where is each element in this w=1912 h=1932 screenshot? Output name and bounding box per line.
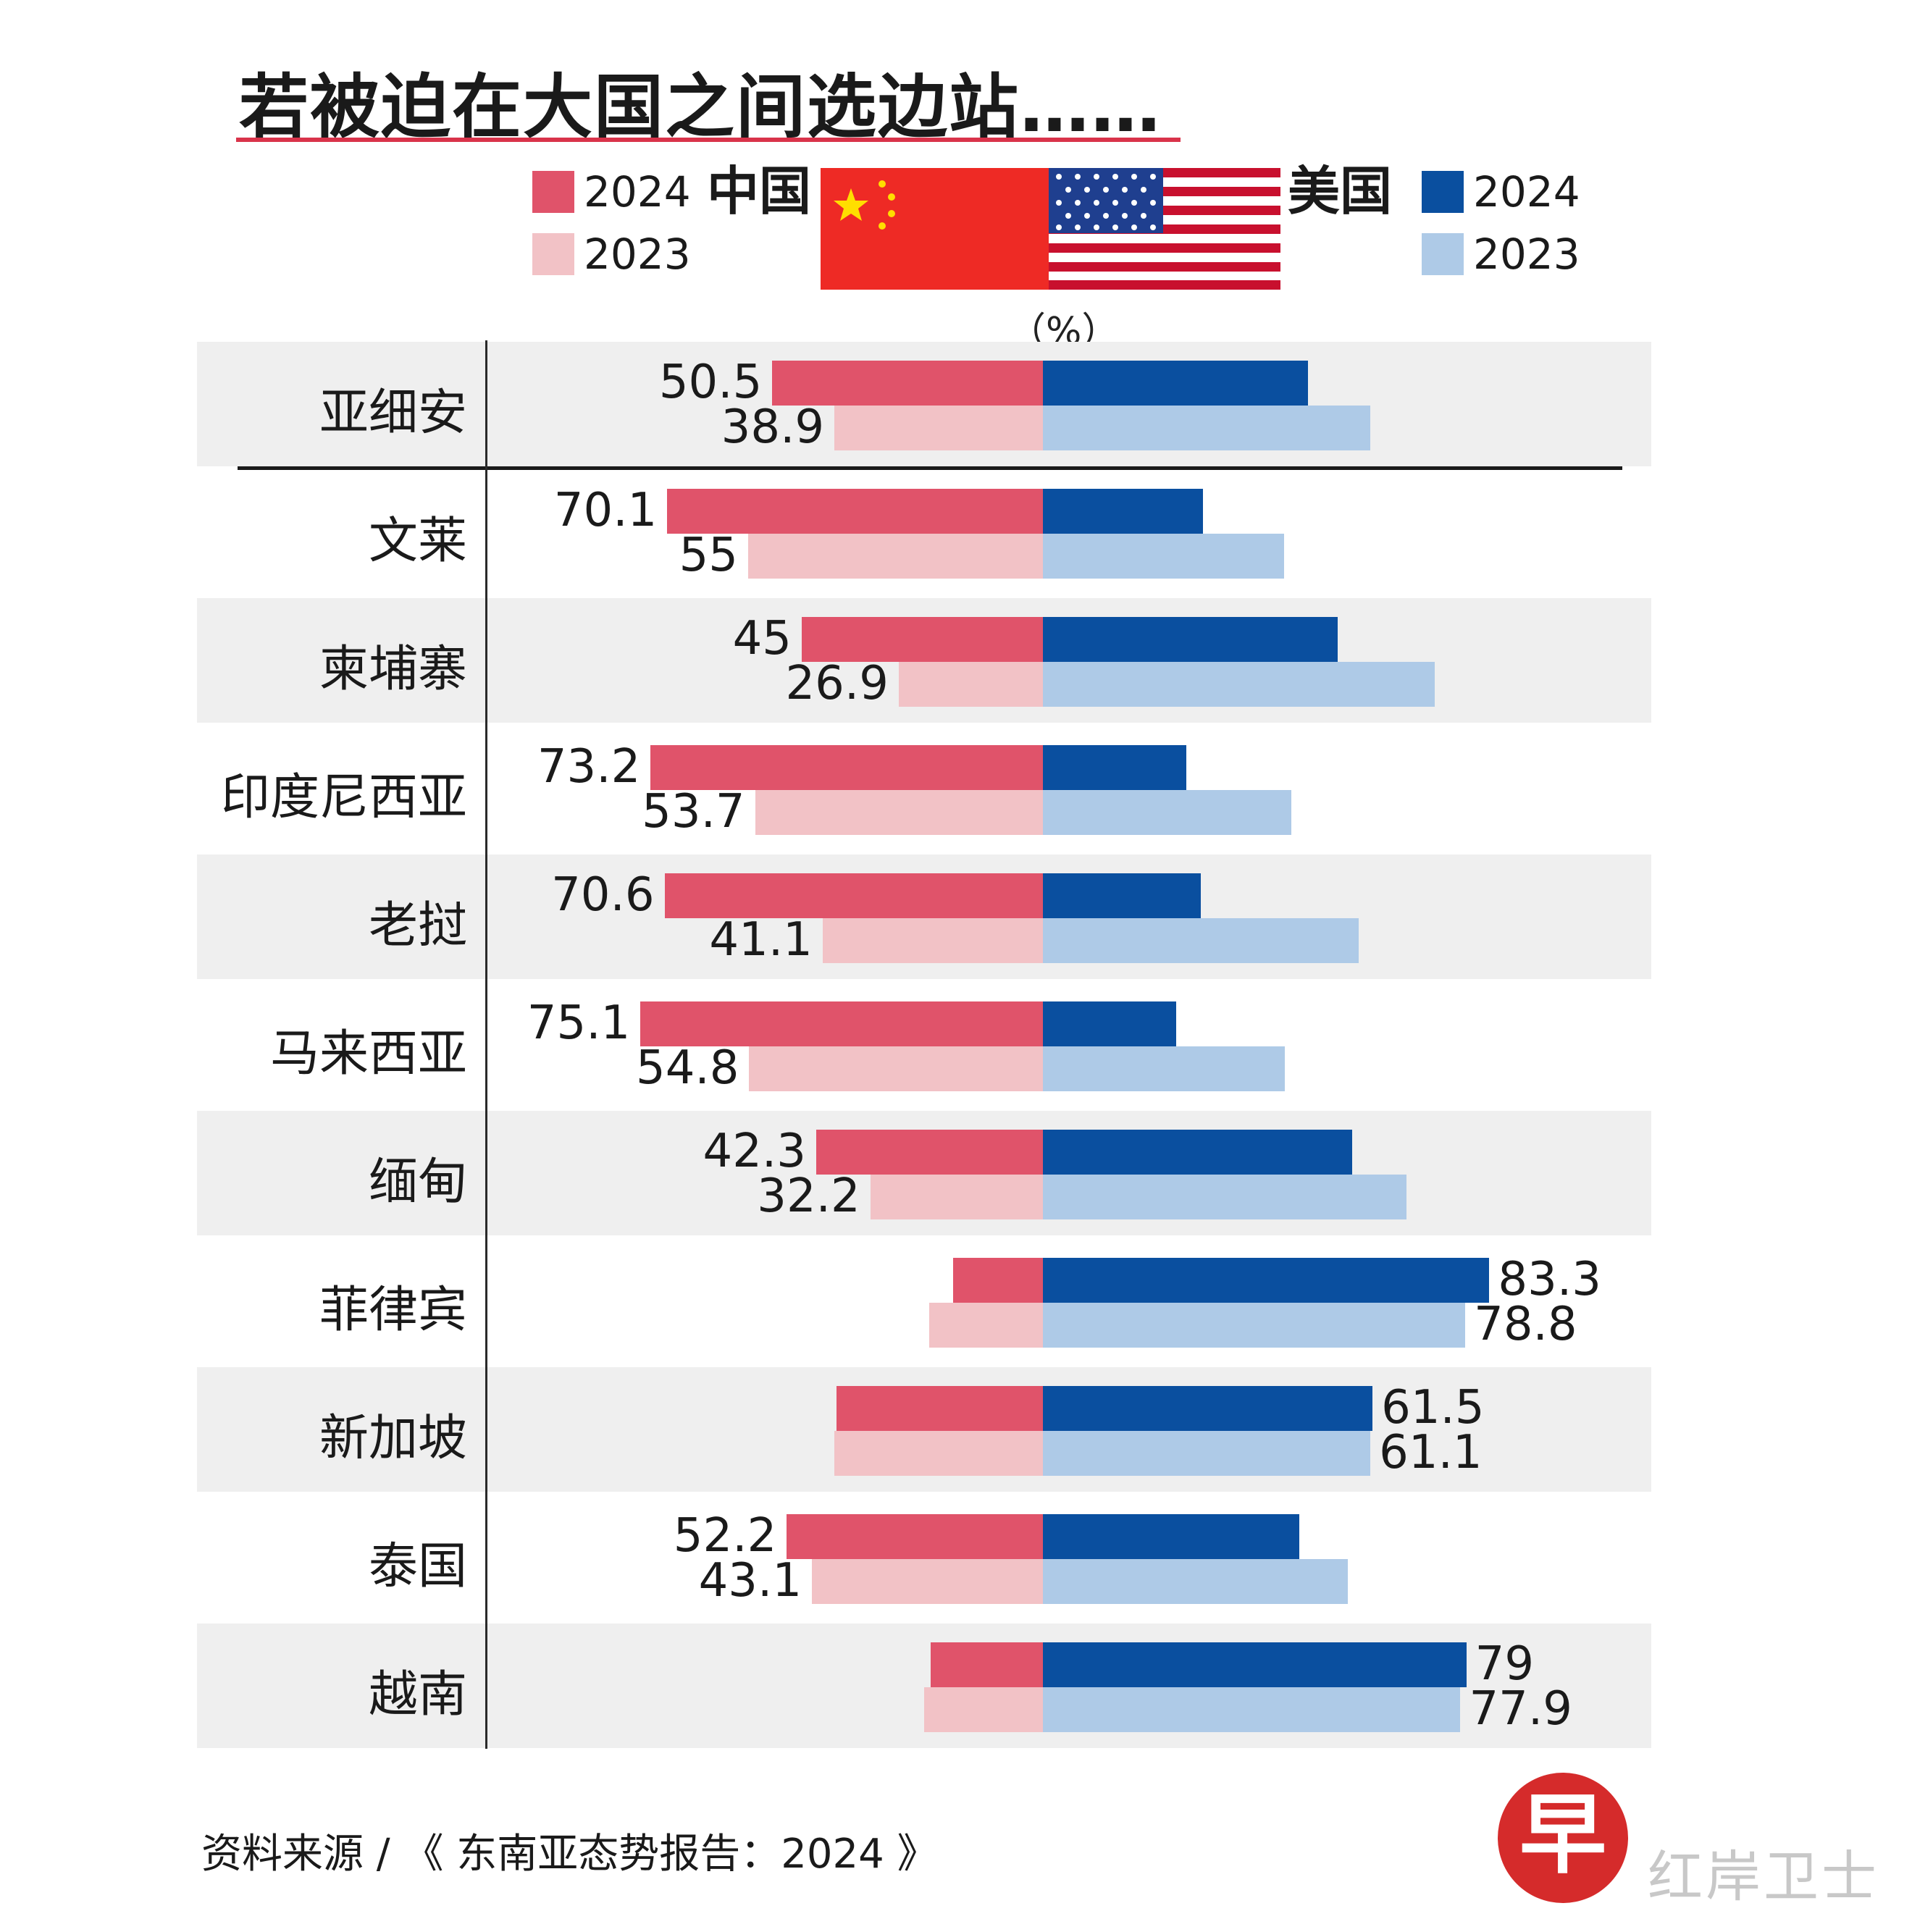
value-label-china-2023: 55 (679, 529, 738, 582)
bar-china-2024 (815, 1130, 1043, 1175)
bar-us-2023 (1043, 1431, 1371, 1476)
value-label-china-2024: 52.2 (673, 1509, 777, 1563)
row-label: 马来西亚 (269, 1025, 467, 1083)
china-flag-icon (821, 168, 1049, 290)
bar-china-2024 (930, 1642, 1043, 1687)
bar-us-2023 (1043, 1687, 1461, 1732)
row-label: 新加坡 (319, 1410, 467, 1467)
bar-us-2024 (1043, 1258, 1490, 1303)
legend-name-us: 美国 (1288, 161, 1393, 222)
bar-china-2023 (834, 406, 1043, 450)
value-label-us-2023: 61.1 (1379, 1426, 1483, 1479)
bar-china-2023 (834, 1431, 1043, 1476)
row-label: 老挝 (368, 897, 467, 954)
bar-china-2024 (953, 1258, 1043, 1303)
value-label-us-2024: 83.3 (1498, 1253, 1601, 1306)
value-label-us-2024: 61.5 (1381, 1381, 1485, 1435)
value-label-china-2023: 43.1 (698, 1554, 802, 1608)
source-note: 资料来源 / 《 东南亚态势报告：2024 》 (201, 1831, 938, 1878)
logo-char: 早 (1519, 1785, 1606, 1886)
bar-us-2024 (1043, 1514, 1299, 1559)
row-label: 菲律宾 (319, 1282, 467, 1339)
bar-china-2024 (650, 745, 1043, 790)
value-label-china-2023: 26.9 (785, 657, 889, 710)
value-label-china-2024: 70.1 (553, 484, 658, 537)
bar-us-2023 (1043, 662, 1435, 707)
bar-us-2023 (1043, 918, 1359, 963)
value-label-us-2024: 79 (1475, 1637, 1535, 1691)
row-label: 柬埔寨 (319, 641, 467, 698)
bar-us-2024 (1043, 745, 1187, 790)
title-underline (236, 138, 1181, 142)
bar-us-2023 (1043, 406, 1371, 450)
bar-us-2023 (1043, 1175, 1406, 1219)
row-label: 亚细安 (319, 385, 467, 442)
row-label: 印度尼西亚 (220, 769, 467, 826)
bar-china-2023 (870, 1175, 1043, 1219)
summary-separator (238, 466, 1622, 470)
value-label-china-2023: 38.9 (721, 400, 825, 454)
bar-china-2023 (812, 1559, 1043, 1604)
bar-us-2023 (1043, 1303, 1466, 1348)
legend-swatch-us-2024 (1422, 171, 1464, 213)
bar-china-2023 (749, 1046, 1043, 1091)
bar-us-2023 (1043, 1559, 1349, 1604)
row-label: 文莱 (368, 513, 467, 570)
legend-label-china-2024: 2024 (584, 167, 691, 217)
value-label-china-2024: 70.6 (551, 868, 655, 922)
chart-title: 若被迫在大国之间选边站…… (239, 67, 1162, 148)
legend-label-us-2023: 2023 (1473, 230, 1580, 279)
bar-us-2023 (1043, 1046, 1286, 1091)
value-label-china-2024: 73.2 (537, 740, 641, 794)
bar-us-2024 (1043, 489, 1204, 534)
us-flag-icon (1049, 168, 1280, 290)
value-label-china-2024: 75.1 (527, 996, 631, 1050)
logo-badge-icon (1498, 1773, 1628, 1903)
bar-china-2024 (787, 1514, 1043, 1559)
bar-us-2024 (1043, 1386, 1373, 1431)
legend-swatch-china-2024 (532, 171, 574, 213)
bar-china-2024 (772, 361, 1043, 406)
row-label: 缅甸 (368, 1154, 467, 1211)
legend-swatch-us-2023 (1422, 233, 1464, 275)
bar-china-2023 (755, 790, 1043, 835)
bar-china-2023 (748, 534, 1043, 579)
bar-us-2024 (1043, 617, 1338, 662)
value-label-china-2023: 53.7 (642, 785, 745, 839)
value-label-china-2023: 32.2 (757, 1169, 860, 1223)
legend-label-china-2023: 2023 (584, 230, 691, 279)
watermark: 红岸卫士 (1648, 1844, 1879, 1909)
bar-china-2024 (836, 1386, 1043, 1431)
bar-us-2024 (1043, 1130, 1352, 1175)
bar-china-2024 (802, 617, 1043, 662)
bar-china-2023 (924, 1687, 1043, 1732)
bar-china-2023 (929, 1303, 1043, 1348)
value-label-china-2024: 50.5 (658, 356, 763, 409)
bar-us-2024 (1043, 361, 1309, 406)
row-label: 泰国 (368, 1538, 467, 1595)
row-label: 越南 (368, 1666, 467, 1723)
value-label-china-2023: 54.8 (635, 1041, 739, 1095)
legend-swatch-china-2023 (532, 233, 574, 275)
bar-us-2024 (1043, 1001, 1177, 1046)
legend-name-china: 中国 (707, 161, 812, 222)
value-label-us-2023: 78.8 (1474, 1298, 1577, 1351)
value-label-china-2024: 45 (732, 612, 792, 665)
label-axis-line (485, 340, 487, 1749)
bar-us-2024 (1043, 873, 1201, 918)
bar-china-2023 (822, 918, 1043, 963)
value-label-china-2024: 42.3 (703, 1125, 806, 1178)
legend-label-us-2024: 2024 (1473, 167, 1580, 217)
bar-china-2024 (667, 489, 1043, 534)
bar-china-2024 (640, 1001, 1043, 1046)
bar-us-2023 (1043, 790, 1291, 835)
bar-us-2024 (1043, 1642, 1467, 1687)
bar-china-2024 (664, 873, 1043, 918)
value-label-us-2023: 77.9 (1469, 1682, 1572, 1736)
value-label-china-2023: 41.1 (709, 913, 813, 967)
bar-us-2023 (1043, 534, 1284, 579)
bar-china-2023 (898, 662, 1043, 707)
